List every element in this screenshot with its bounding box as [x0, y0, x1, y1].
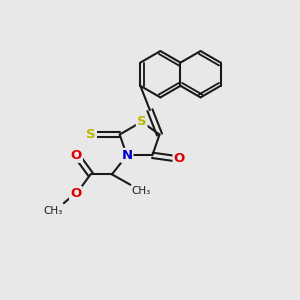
Text: CH₃: CH₃ — [43, 206, 62, 216]
Text: S: S — [86, 128, 96, 141]
Text: N: N — [121, 149, 132, 162]
Text: O: O — [173, 152, 185, 165]
Text: S: S — [137, 115, 146, 128]
Text: CH₃: CH₃ — [132, 186, 151, 196]
Text: O: O — [70, 187, 81, 200]
Text: O: O — [71, 149, 82, 162]
